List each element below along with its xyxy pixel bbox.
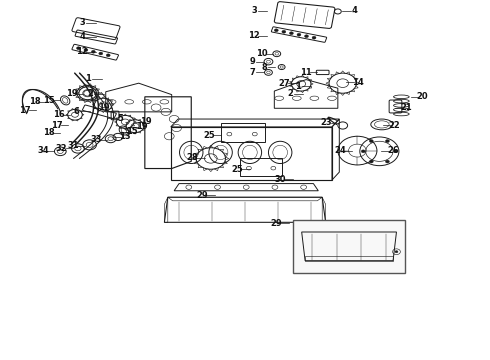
Bar <box>240 158 282 176</box>
Text: 29: 29 <box>196 190 208 199</box>
Circle shape <box>92 50 95 53</box>
Text: 19: 19 <box>141 117 152 126</box>
Text: 5: 5 <box>117 114 123 123</box>
Text: 19: 19 <box>66 89 77 98</box>
Text: 17: 17 <box>51 121 63 130</box>
Circle shape <box>290 32 294 35</box>
Circle shape <box>76 47 80 50</box>
Text: 19: 19 <box>136 122 147 131</box>
Text: 6: 6 <box>74 107 80 116</box>
Circle shape <box>106 54 110 57</box>
Text: 19: 19 <box>98 103 110 112</box>
Text: 18: 18 <box>43 128 55 137</box>
Text: 10: 10 <box>256 49 268 58</box>
Text: 29: 29 <box>270 219 282 228</box>
Text: 30: 30 <box>274 175 286 184</box>
Circle shape <box>369 160 373 163</box>
Text: 2: 2 <box>287 89 293 98</box>
Text: 13: 13 <box>120 132 131 141</box>
Circle shape <box>361 150 365 153</box>
Text: 12: 12 <box>248 31 260 40</box>
Text: 1: 1 <box>85 75 91 84</box>
Text: 21: 21 <box>401 103 413 112</box>
Circle shape <box>369 140 373 143</box>
Text: 23: 23 <box>321 118 332 127</box>
Text: 31: 31 <box>68 141 79 150</box>
Text: 33: 33 <box>90 135 102 144</box>
Text: 14: 14 <box>352 78 364 87</box>
Text: 17: 17 <box>19 105 30 114</box>
Circle shape <box>297 33 301 36</box>
Text: 25: 25 <box>231 165 243 174</box>
Text: 4: 4 <box>79 32 85 41</box>
Text: 1: 1 <box>295 82 301 91</box>
Circle shape <box>305 35 308 38</box>
Circle shape <box>84 49 88 51</box>
Text: 22: 22 <box>388 121 400 130</box>
Text: 20: 20 <box>416 92 428 101</box>
Circle shape <box>395 251 398 253</box>
Bar <box>220 123 265 142</box>
Text: 7: 7 <box>249 68 255 77</box>
Text: 3: 3 <box>251 6 257 15</box>
Text: 3: 3 <box>79 18 85 27</box>
Text: 28: 28 <box>186 153 198 162</box>
Text: 8: 8 <box>261 63 267 72</box>
Text: 2: 2 <box>87 89 93 98</box>
Text: 9: 9 <box>249 57 255 66</box>
Text: 12: 12 <box>76 47 88 56</box>
Circle shape <box>393 150 397 153</box>
Text: 15: 15 <box>43 96 55 105</box>
Text: 4: 4 <box>351 6 357 15</box>
Text: 11: 11 <box>300 68 312 77</box>
Text: 34: 34 <box>37 146 49 155</box>
Text: 16: 16 <box>53 110 65 119</box>
Text: 26: 26 <box>388 146 399 155</box>
Polygon shape <box>23 90 61 114</box>
Circle shape <box>282 30 286 33</box>
Text: 27: 27 <box>278 79 290 88</box>
Circle shape <box>312 36 316 39</box>
Text: 24: 24 <box>334 146 345 155</box>
Text: 25: 25 <box>203 131 215 140</box>
Circle shape <box>274 29 278 32</box>
Bar <box>293 220 405 273</box>
Text: 18: 18 <box>28 97 40 106</box>
Text: 15: 15 <box>126 127 138 136</box>
Circle shape <box>99 52 103 55</box>
Circle shape <box>386 160 390 163</box>
Text: 32: 32 <box>56 144 68 153</box>
Circle shape <box>386 140 390 143</box>
